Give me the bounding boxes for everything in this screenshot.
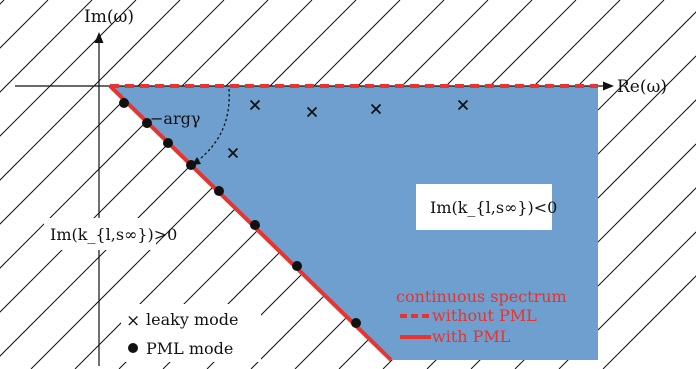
hatch-line bbox=[0, 0, 357, 357]
pml-mode-marker bbox=[163, 138, 173, 148]
pml-mode-marker bbox=[142, 118, 152, 128]
leaky-mode-marker bbox=[249, 99, 261, 111]
y-axis-arrow bbox=[94, 32, 104, 43]
pml-mode-marker bbox=[214, 186, 224, 196]
hatch-line bbox=[0, 0, 313, 313]
pml-mode-marker bbox=[292, 261, 302, 271]
x-axis-label: Re(ω) bbox=[617, 77, 667, 97]
leaky-mode-marker bbox=[370, 103, 382, 115]
hatch-line bbox=[558, 231, 696, 369]
leaky-mode-marker bbox=[227, 147, 239, 159]
mode-legend-box bbox=[121, 304, 261, 362]
legend-without-pml: without PML bbox=[432, 306, 537, 325]
spectrum-legend-title: continuous spectrum bbox=[396, 287, 567, 306]
hatch-line bbox=[0, 0, 93, 93]
legend-with-pml: with PML bbox=[432, 327, 511, 346]
leaky-mode-markers bbox=[227, 99, 469, 159]
hatch-line bbox=[0, 0, 269, 269]
pml-mode-marker bbox=[250, 220, 260, 230]
hatch-line bbox=[0, 0, 181, 181]
pml-legend-label: PML mode bbox=[146, 339, 233, 358]
angle-arc bbox=[195, 88, 230, 163]
pml-mode-marker bbox=[119, 98, 129, 108]
leaky-mode-marker bbox=[306, 106, 318, 118]
hatch-line bbox=[0, 0, 5, 5]
region-left-box bbox=[44, 218, 156, 250]
pml-legend-dot bbox=[128, 343, 138, 353]
region-right-box bbox=[416, 184, 552, 230]
pml-mode-markers bbox=[119, 98, 361, 328]
region-left-label: Im(k_{l,s∞})>0 bbox=[50, 225, 177, 244]
angle-label: −argγ bbox=[150, 109, 200, 128]
hatch-line bbox=[602, 275, 696, 369]
leaky-legend-label: leaky mode bbox=[146, 310, 238, 329]
pml-mode-marker bbox=[186, 160, 196, 170]
hatch-line bbox=[0, 0, 49, 49]
leaky-legend-symbol: × bbox=[126, 311, 140, 331]
hatch-line bbox=[0, 0, 225, 225]
region-right-label: Im(k_{l,s∞})<0 bbox=[430, 198, 557, 217]
pml-mode-marker bbox=[351, 318, 361, 328]
x-axis-arrow bbox=[603, 81, 614, 91]
y-axis-label: Im(ω) bbox=[84, 7, 134, 27]
hatch-line bbox=[0, 0, 137, 137]
leaky-mode-marker bbox=[457, 99, 469, 111]
